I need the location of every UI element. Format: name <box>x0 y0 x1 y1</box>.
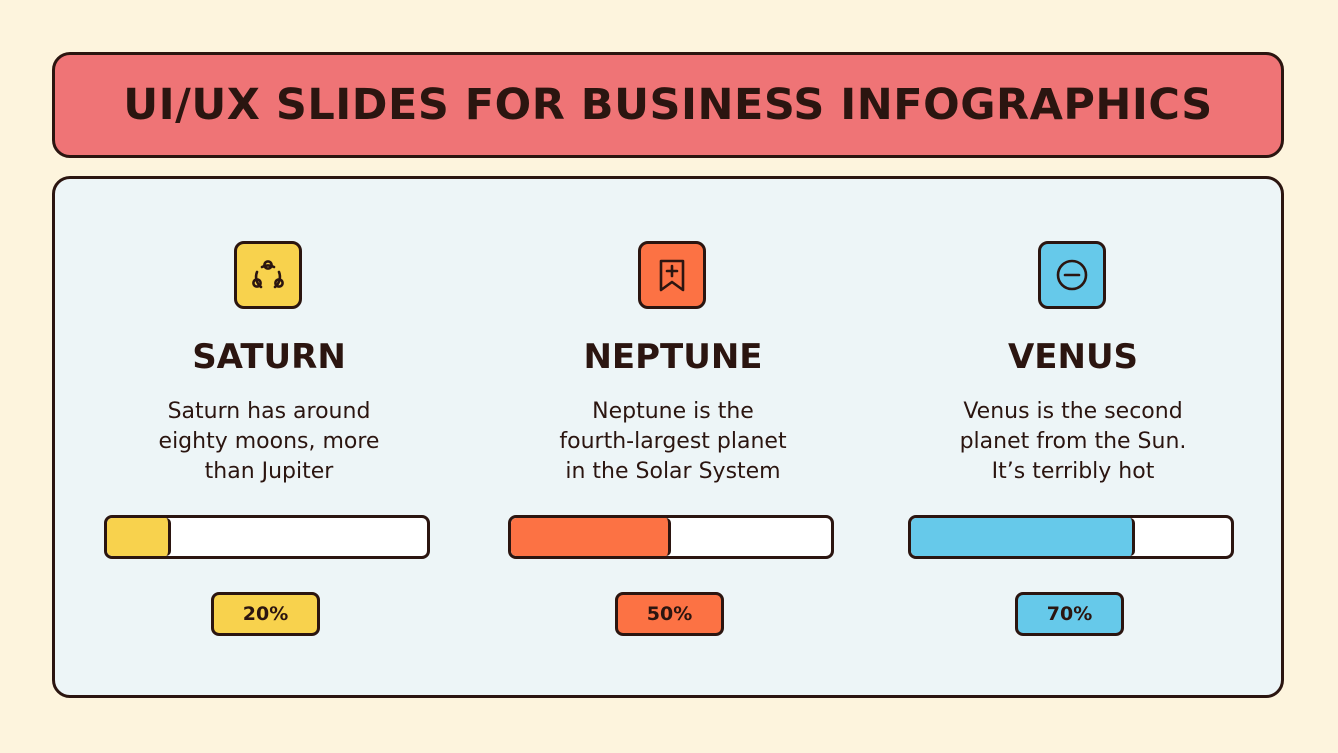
item-title: NEPTUNE <box>583 337 763 377</box>
progress-bar <box>508 515 834 559</box>
progress-bar <box>908 515 1234 559</box>
percent-badge: 70% <box>1015 592 1124 636</box>
item-neptune: NEPTUNE Neptune is the fourth-largest pl… <box>508 241 838 641</box>
item-description: Venus is the second planet from the Sun.… <box>959 399 1187 484</box>
bookmark-plus-icon <box>638 241 706 309</box>
item-description: Saturn has around eighty moons, more tha… <box>158 399 380 484</box>
page-title: UI/UX SLIDES FOR BUSINESS INFOGRAPHICS <box>123 80 1213 130</box>
item-description: Neptune is the fourth-largest planet in … <box>559 399 787 484</box>
connected-circle-icon <box>234 241 302 309</box>
item-saturn: SATURN Saturn has around eighty moons, m… <box>104 241 434 641</box>
title-banner: UI/UX SLIDES FOR BUSINESS INFOGRAPHICS <box>52 52 1284 158</box>
progress-fill <box>911 518 1135 556</box>
minus-circle-icon <box>1038 241 1106 309</box>
percent-badge: 20% <box>211 592 320 636</box>
item-venus: VENUS Venus is the second planet from th… <box>908 241 1238 641</box>
item-title: VENUS <box>1007 337 1139 377</box>
infographic-panel: SATURN Saturn has around eighty moons, m… <box>52 176 1284 698</box>
progress-fill <box>107 518 171 556</box>
item-title: SATURN <box>192 337 346 377</box>
progress-bar <box>104 515 430 559</box>
progress-fill <box>511 518 671 556</box>
percent-badge: 50% <box>615 592 724 636</box>
